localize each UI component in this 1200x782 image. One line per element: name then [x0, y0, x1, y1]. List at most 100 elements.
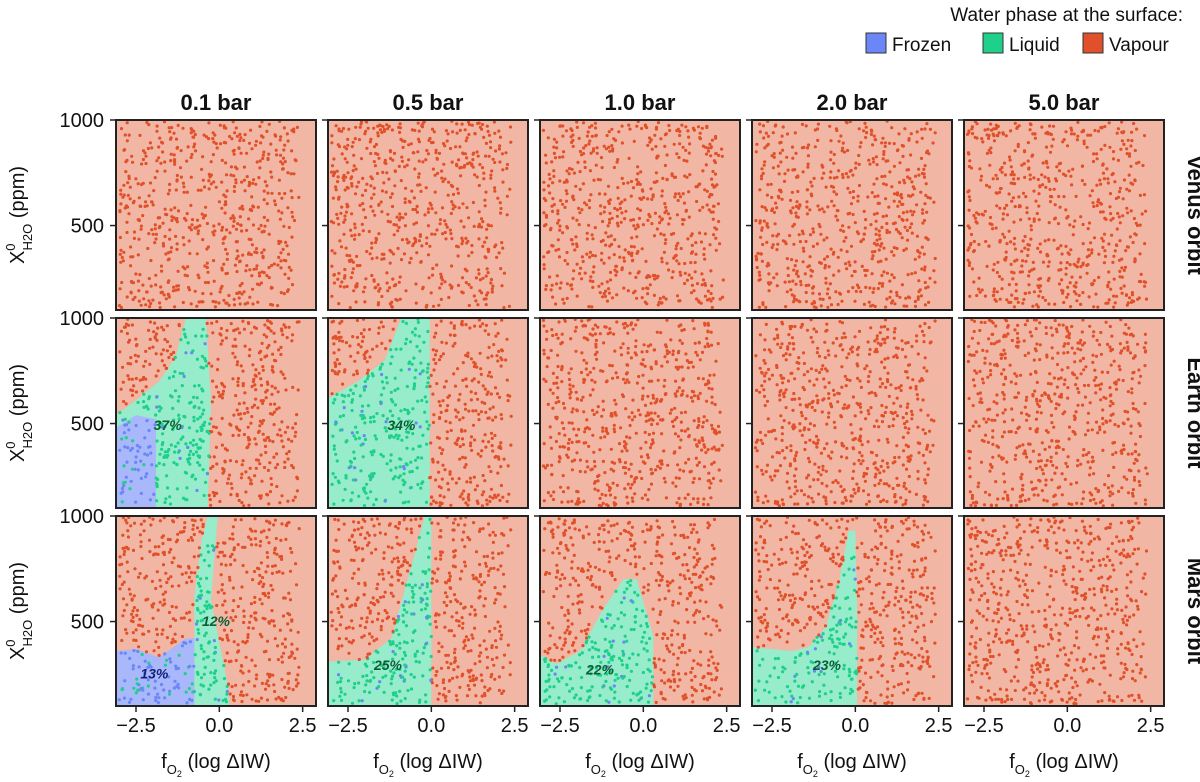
panel-1-1: 34% — [322, 317, 529, 509]
scatter-point — [471, 200, 475, 205]
scatter-point — [813, 128, 817, 132]
scatter-point — [480, 166, 485, 170]
scatter-point — [1013, 149, 1017, 153]
scatter-point — [623, 217, 627, 221]
scatter-point — [493, 186, 497, 190]
scatter-point — [479, 225, 484, 229]
scatter-point — [398, 297, 402, 301]
scatter-point — [1054, 177, 1058, 181]
scatter-point — [765, 193, 770, 197]
scatter-point — [432, 130, 436, 134]
scatter-point — [357, 233, 361, 237]
scatter-point — [1052, 238, 1056, 242]
scatter-point — [141, 214, 145, 218]
scatter-point — [630, 321, 634, 325]
scatter-point — [972, 280, 976, 284]
scatter-point — [493, 433, 497, 438]
scatter-point — [706, 146, 710, 150]
scatter-point — [477, 237, 481, 241]
scatter-point — [583, 378, 587, 382]
scatter-point — [332, 335, 336, 339]
scatter-point — [153, 321, 157, 325]
scatter-point — [928, 127, 933, 131]
scatter-point — [163, 160, 167, 164]
scatter-point — [196, 232, 200, 236]
scatter-point — [350, 408, 354, 413]
scatter-point — [359, 413, 363, 417]
scatter-point — [760, 167, 764, 171]
scatter-point — [884, 214, 889, 218]
scatter-point — [338, 339, 342, 343]
scatter-point — [810, 302, 814, 306]
scatter-point — [713, 184, 717, 188]
scatter-point — [350, 145, 354, 149]
scatter-point — [618, 255, 622, 259]
scatter-point — [1128, 152, 1132, 156]
scatter-point — [211, 230, 215, 234]
scatter-point — [916, 295, 920, 299]
scatter-point — [241, 253, 245, 257]
scatter-point — [609, 447, 613, 451]
scatter-point — [345, 202, 349, 206]
scatter-point — [992, 127, 996, 131]
scatter-point — [785, 132, 790, 136]
scatter-point — [154, 352, 158, 356]
scatter-point — [857, 286, 861, 290]
scatter-point — [685, 394, 689, 398]
scatter-point — [342, 232, 346, 236]
scatter-point — [608, 327, 612, 331]
scatter-point — [355, 335, 360, 339]
scatter-point — [154, 332, 159, 336]
liquid-percent-label: 37% — [154, 417, 183, 433]
scatter-point — [422, 120, 426, 124]
scatter-point — [603, 205, 607, 209]
scatter-point — [258, 166, 262, 170]
scatter-point — [967, 152, 971, 156]
scatter-point — [542, 352, 546, 356]
scatter-point — [257, 274, 262, 278]
scatter-point — [332, 281, 336, 285]
scatter-point — [200, 387, 204, 391]
scatter-point — [591, 327, 595, 331]
scatter-point — [712, 159, 717, 163]
scatter-point — [638, 182, 642, 186]
scatter-point — [182, 190, 186, 194]
scatter-point — [497, 129, 501, 133]
scatter-point — [272, 358, 277, 362]
scatter-point — [137, 237, 141, 241]
scatter-point — [338, 362, 342, 366]
scatter-point — [139, 491, 143, 495]
scatter-point — [201, 178, 205, 182]
scatter-point — [199, 300, 204, 304]
scatter-point — [829, 139, 833, 143]
scatter-point — [1072, 132, 1076, 136]
scatter-point — [612, 332, 616, 336]
scatter-point — [702, 443, 706, 447]
scatter-point — [882, 152, 886, 156]
scatter-point — [576, 497, 581, 501]
scatter-point — [342, 220, 346, 224]
scatter-point — [274, 466, 278, 470]
scatter-point — [662, 476, 666, 480]
scatter-point — [565, 282, 570, 286]
scatter-point — [590, 305, 594, 309]
scatter-point — [139, 459, 143, 463]
scatter-point — [682, 469, 686, 473]
scatter-point — [157, 226, 161, 230]
scatter-point — [585, 134, 590, 138]
scatter-point — [716, 424, 721, 428]
scatter-point — [577, 206, 581, 210]
scatter-point — [621, 181, 626, 186]
scatter-point — [764, 208, 769, 212]
scatter-point — [794, 204, 799, 208]
scatter-point — [834, 127, 839, 131]
scatter-point — [566, 500, 570, 504]
scatter-point — [707, 195, 711, 199]
liquid-percent-label: 34% — [387, 417, 416, 433]
scatter-point — [841, 224, 845, 228]
scatter-point — [379, 320, 383, 324]
scatter-point — [219, 326, 223, 331]
scatter-point — [582, 146, 586, 150]
scatter-point — [567, 421, 571, 425]
scatter-point — [622, 326, 627, 330]
